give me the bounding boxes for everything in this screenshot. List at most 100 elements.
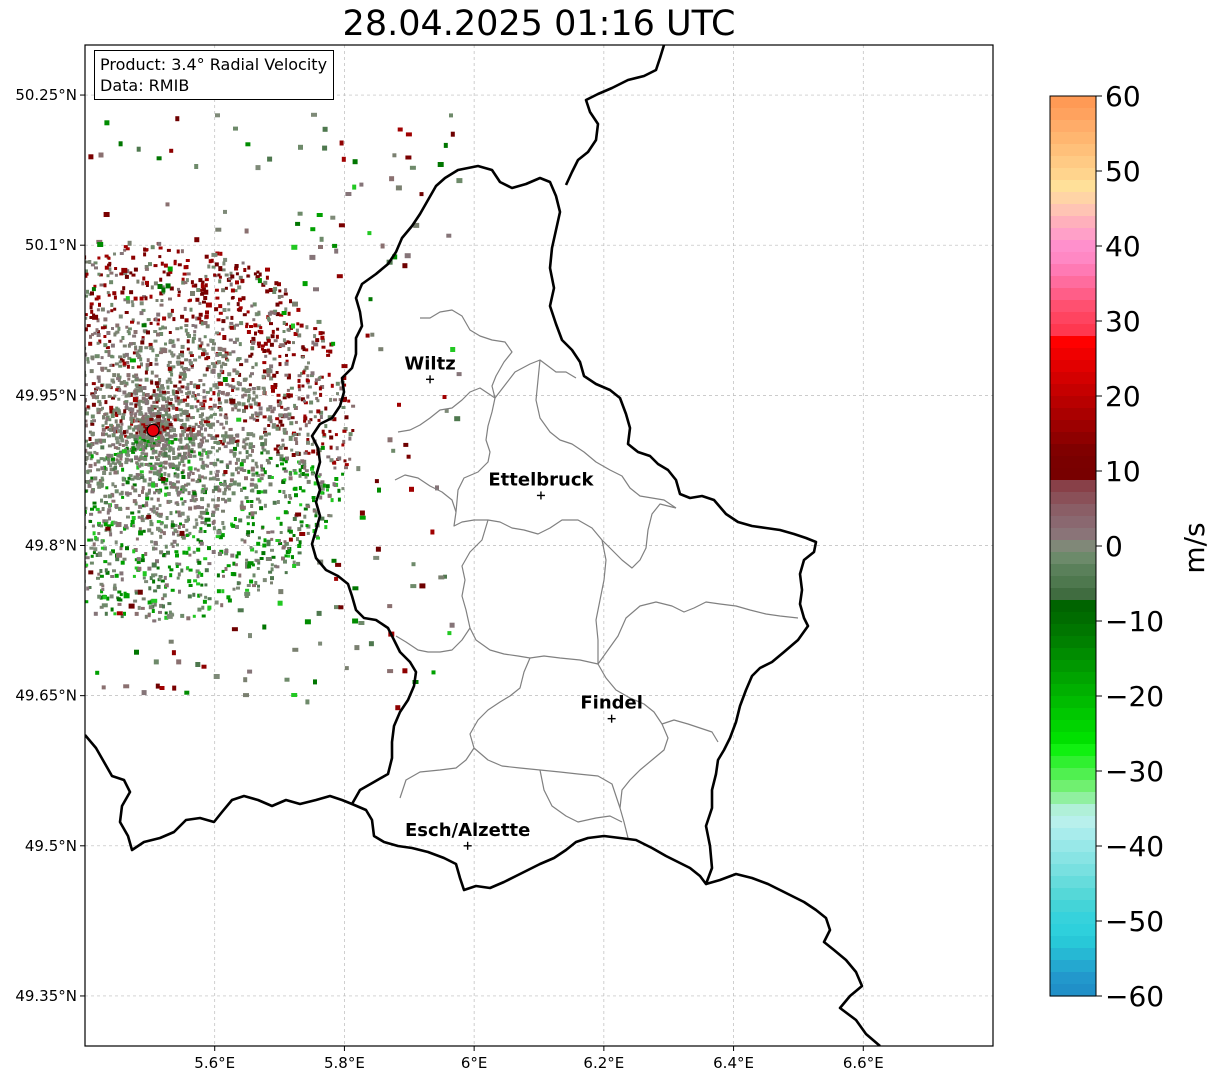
echo-pixel	[71, 287, 75, 290]
canton-line-north	[420, 309, 513, 399]
echo-pixel	[256, 402, 261, 407]
echo-pixel	[230, 440, 235, 445]
echo-pixel	[454, 416, 461, 422]
echo-pixel	[268, 482, 273, 487]
echo-pixel	[178, 438, 181, 442]
echo-pixel	[284, 571, 288, 575]
echo-pixel	[131, 366, 135, 369]
echo-pixel	[254, 581, 258, 585]
echo-pixel	[218, 266, 223, 272]
echo-pixel	[139, 420, 143, 425]
echo-pixel	[285, 359, 289, 363]
echo-pixel	[187, 475, 191, 479]
echo-pixel	[199, 510, 206, 515]
echo-pixel	[162, 531, 166, 536]
echo-pixel	[110, 302, 114, 307]
canton-line-diekirch	[455, 397, 496, 513]
echo-pixel	[237, 466, 240, 470]
echo-pixel	[145, 501, 149, 506]
canton-line-remich	[661, 719, 719, 743]
echo-pixel	[92, 542, 96, 547]
echo-pixel	[254, 461, 258, 466]
colorbar-cell	[1050, 360, 1096, 373]
echo-pixel	[236, 551, 241, 556]
echo-pixel	[368, 297, 373, 302]
echo-pixel	[132, 427, 136, 432]
echo-pixel	[287, 554, 291, 558]
echo-pixel	[12, 488, 15, 491]
echo-pixel	[179, 445, 184, 450]
echo-pixel	[161, 425, 165, 429]
echo-pixel	[122, 361, 127, 366]
echo-pixel	[267, 475, 272, 479]
echo-pixel	[260, 344, 265, 348]
echo-pixel	[54, 580, 58, 583]
echo-pixel	[261, 374, 266, 379]
echo-pixel	[107, 460, 111, 465]
echo-pixel	[305, 325, 309, 330]
echo-pixel	[256, 473, 261, 477]
echo-pixel	[228, 428, 232, 431]
echo-pixel	[179, 522, 182, 526]
echo-pixel	[209, 407, 214, 411]
echo-pixel	[159, 467, 163, 472]
echo-pixel	[352, 618, 359, 624]
echo-pixel	[213, 441, 218, 444]
echo-pixel	[48, 428, 52, 431]
echo-pixel	[124, 400, 129, 404]
echo-pixel	[126, 299, 131, 304]
echo-pixel	[168, 639, 174, 644]
echo-pixel	[90, 414, 95, 419]
echo-pixel	[302, 370, 306, 375]
echo-pixel	[221, 589, 225, 594]
colorbar-cell	[1050, 744, 1096, 757]
echo-pixel	[180, 361, 185, 365]
echo-pixel	[212, 342, 216, 346]
echo-pixel	[96, 576, 100, 580]
echo-pixel	[152, 440, 157, 444]
echo-pixel	[206, 523, 211, 527]
echo-pixel	[111, 460, 115, 465]
echo-pixel	[186, 368, 191, 372]
echo-pixel	[144, 463, 149, 466]
echo-pixel	[193, 579, 198, 583]
echo-pixel	[148, 586, 152, 591]
echo-pixel	[275, 426, 280, 431]
echo-pixel	[300, 371, 304, 375]
echo-pixel	[291, 555, 294, 560]
echo-pixel	[132, 549, 136, 554]
echo-pixel	[280, 294, 284, 298]
echo-pixel	[10, 422, 14, 426]
echo-pixel	[334, 576, 339, 581]
echo-pixel	[343, 459, 347, 463]
echo-pixel	[154, 381, 159, 386]
echo-pixel	[204, 283, 208, 288]
echo-pixel	[78, 538, 81, 542]
echo-pixel	[107, 434, 111, 438]
echo-pixel	[168, 449, 171, 453]
echo-pixel	[318, 473, 322, 477]
echo-pixel	[105, 486, 109, 490]
echo-pixel	[218, 447, 221, 451]
echo-pixel	[157, 431, 162, 435]
echo-pixel	[224, 434, 228, 439]
echo-pixel	[318, 516, 325, 521]
echo-pixel	[291, 353, 296, 357]
echo-pixel	[85, 423, 88, 428]
echo-pixel	[146, 439, 150, 444]
echo-pixel	[111, 408, 115, 413]
echo-pixel	[305, 473, 309, 477]
echo-pixel	[219, 369, 223, 373]
echo-pixel	[14, 459, 17, 462]
plot-area	[85, 45, 993, 1046]
echo-pixel	[341, 443, 345, 447]
echo-pixel	[156, 512, 160, 517]
echo-pixel	[218, 311, 223, 315]
echo-pixel	[130, 523, 134, 527]
echo-pixel	[234, 461, 238, 465]
echo-pixel	[336, 274, 343, 279]
echo-pixel	[75, 310, 78, 313]
echo-pixel	[119, 425, 123, 430]
echo-pixel	[273, 286, 278, 291]
echo-pixel	[170, 372, 174, 377]
